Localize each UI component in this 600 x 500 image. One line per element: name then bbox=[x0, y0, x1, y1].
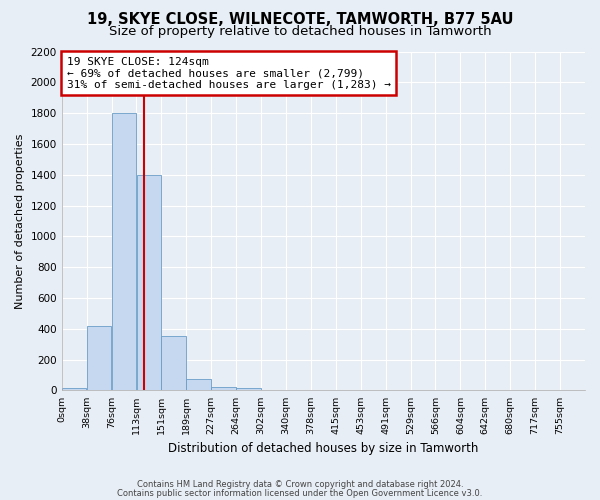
Text: Contains public sector information licensed under the Open Government Licence v3: Contains public sector information licen… bbox=[118, 488, 482, 498]
Bar bbox=[62, 388, 86, 390]
Bar bbox=[236, 388, 261, 390]
Bar bbox=[137, 174, 161, 390]
Text: Contains HM Land Registry data © Crown copyright and database right 2024.: Contains HM Land Registry data © Crown c… bbox=[137, 480, 463, 489]
Bar bbox=[112, 113, 136, 390]
X-axis label: Distribution of detached houses by size in Tamworth: Distribution of detached houses by size … bbox=[168, 442, 479, 455]
Text: 19, SKYE CLOSE, WILNECOTE, TAMWORTH, B77 5AU: 19, SKYE CLOSE, WILNECOTE, TAMWORTH, B77… bbox=[87, 12, 513, 28]
Bar bbox=[87, 326, 112, 390]
Bar bbox=[187, 379, 211, 390]
Text: Size of property relative to detached houses in Tamworth: Size of property relative to detached ho… bbox=[109, 25, 491, 38]
Bar bbox=[161, 336, 186, 390]
Bar bbox=[211, 386, 236, 390]
Y-axis label: Number of detached properties: Number of detached properties bbox=[15, 134, 25, 308]
Text: 19 SKYE CLOSE: 124sqm
← 69% of detached houses are smaller (2,799)
31% of semi-d: 19 SKYE CLOSE: 124sqm ← 69% of detached … bbox=[67, 56, 391, 90]
